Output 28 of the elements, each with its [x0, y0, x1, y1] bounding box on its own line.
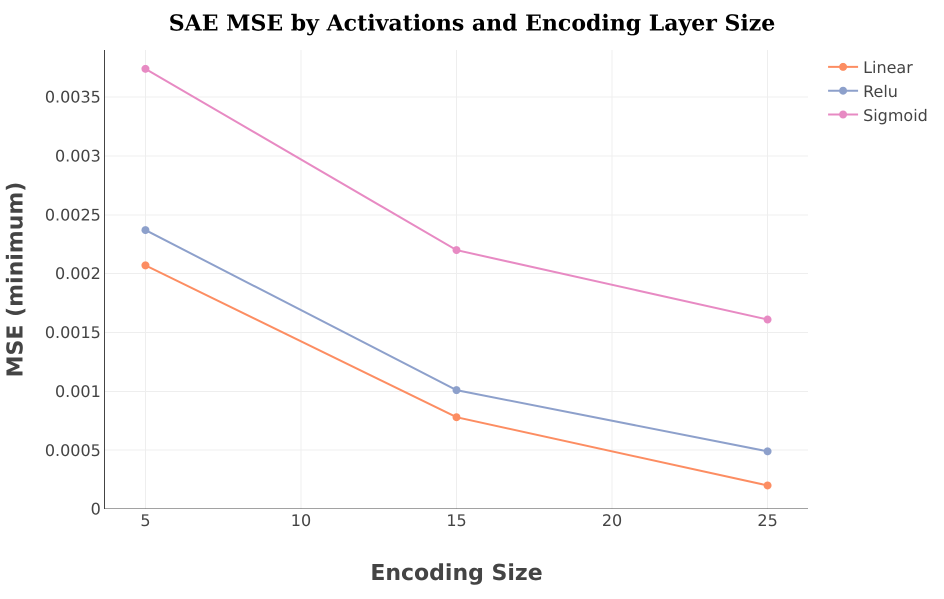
point [141, 64, 150, 73]
x-tick-label: 5 [140, 511, 151, 530]
point [764, 316, 772, 324]
x-axis-title: Encoding Size [370, 560, 543, 586]
y-tick-label: 0.0015 [44, 323, 101, 342]
legend-label: Relu [863, 82, 898, 101]
y-tick-label: 0.0035 [44, 88, 101, 107]
x-tick-label: 15 [446, 511, 467, 530]
x-tick-label: 25 [757, 511, 778, 530]
point [452, 413, 460, 422]
legend-label: Linear [863, 58, 914, 78]
point [764, 481, 772, 490]
legend-label: Sigmoid [863, 106, 928, 125]
y-tick-label: 0 [90, 500, 101, 519]
x-tick-label: 20 [602, 511, 622, 530]
y-axis-title: MSE (minimum) [4, 182, 29, 378]
chart-title: SAE MSE by Activations and Encoding Layer Size [168, 10, 776, 36]
point [141, 261, 150, 270]
y-tick-label: 0.003 [54, 146, 101, 166]
point [452, 246, 460, 254]
point [452, 386, 460, 394]
point [764, 447, 772, 456]
y-tick-label: 0.0005 [44, 440, 101, 460]
y-tick-label: 0.0025 [44, 205, 101, 224]
y-tick-label: 0.002 [54, 264, 101, 284]
x-tick-label: 10 [290, 511, 312, 530]
point [141, 226, 150, 234]
y-tick-label: 0.001 [54, 382, 101, 401]
